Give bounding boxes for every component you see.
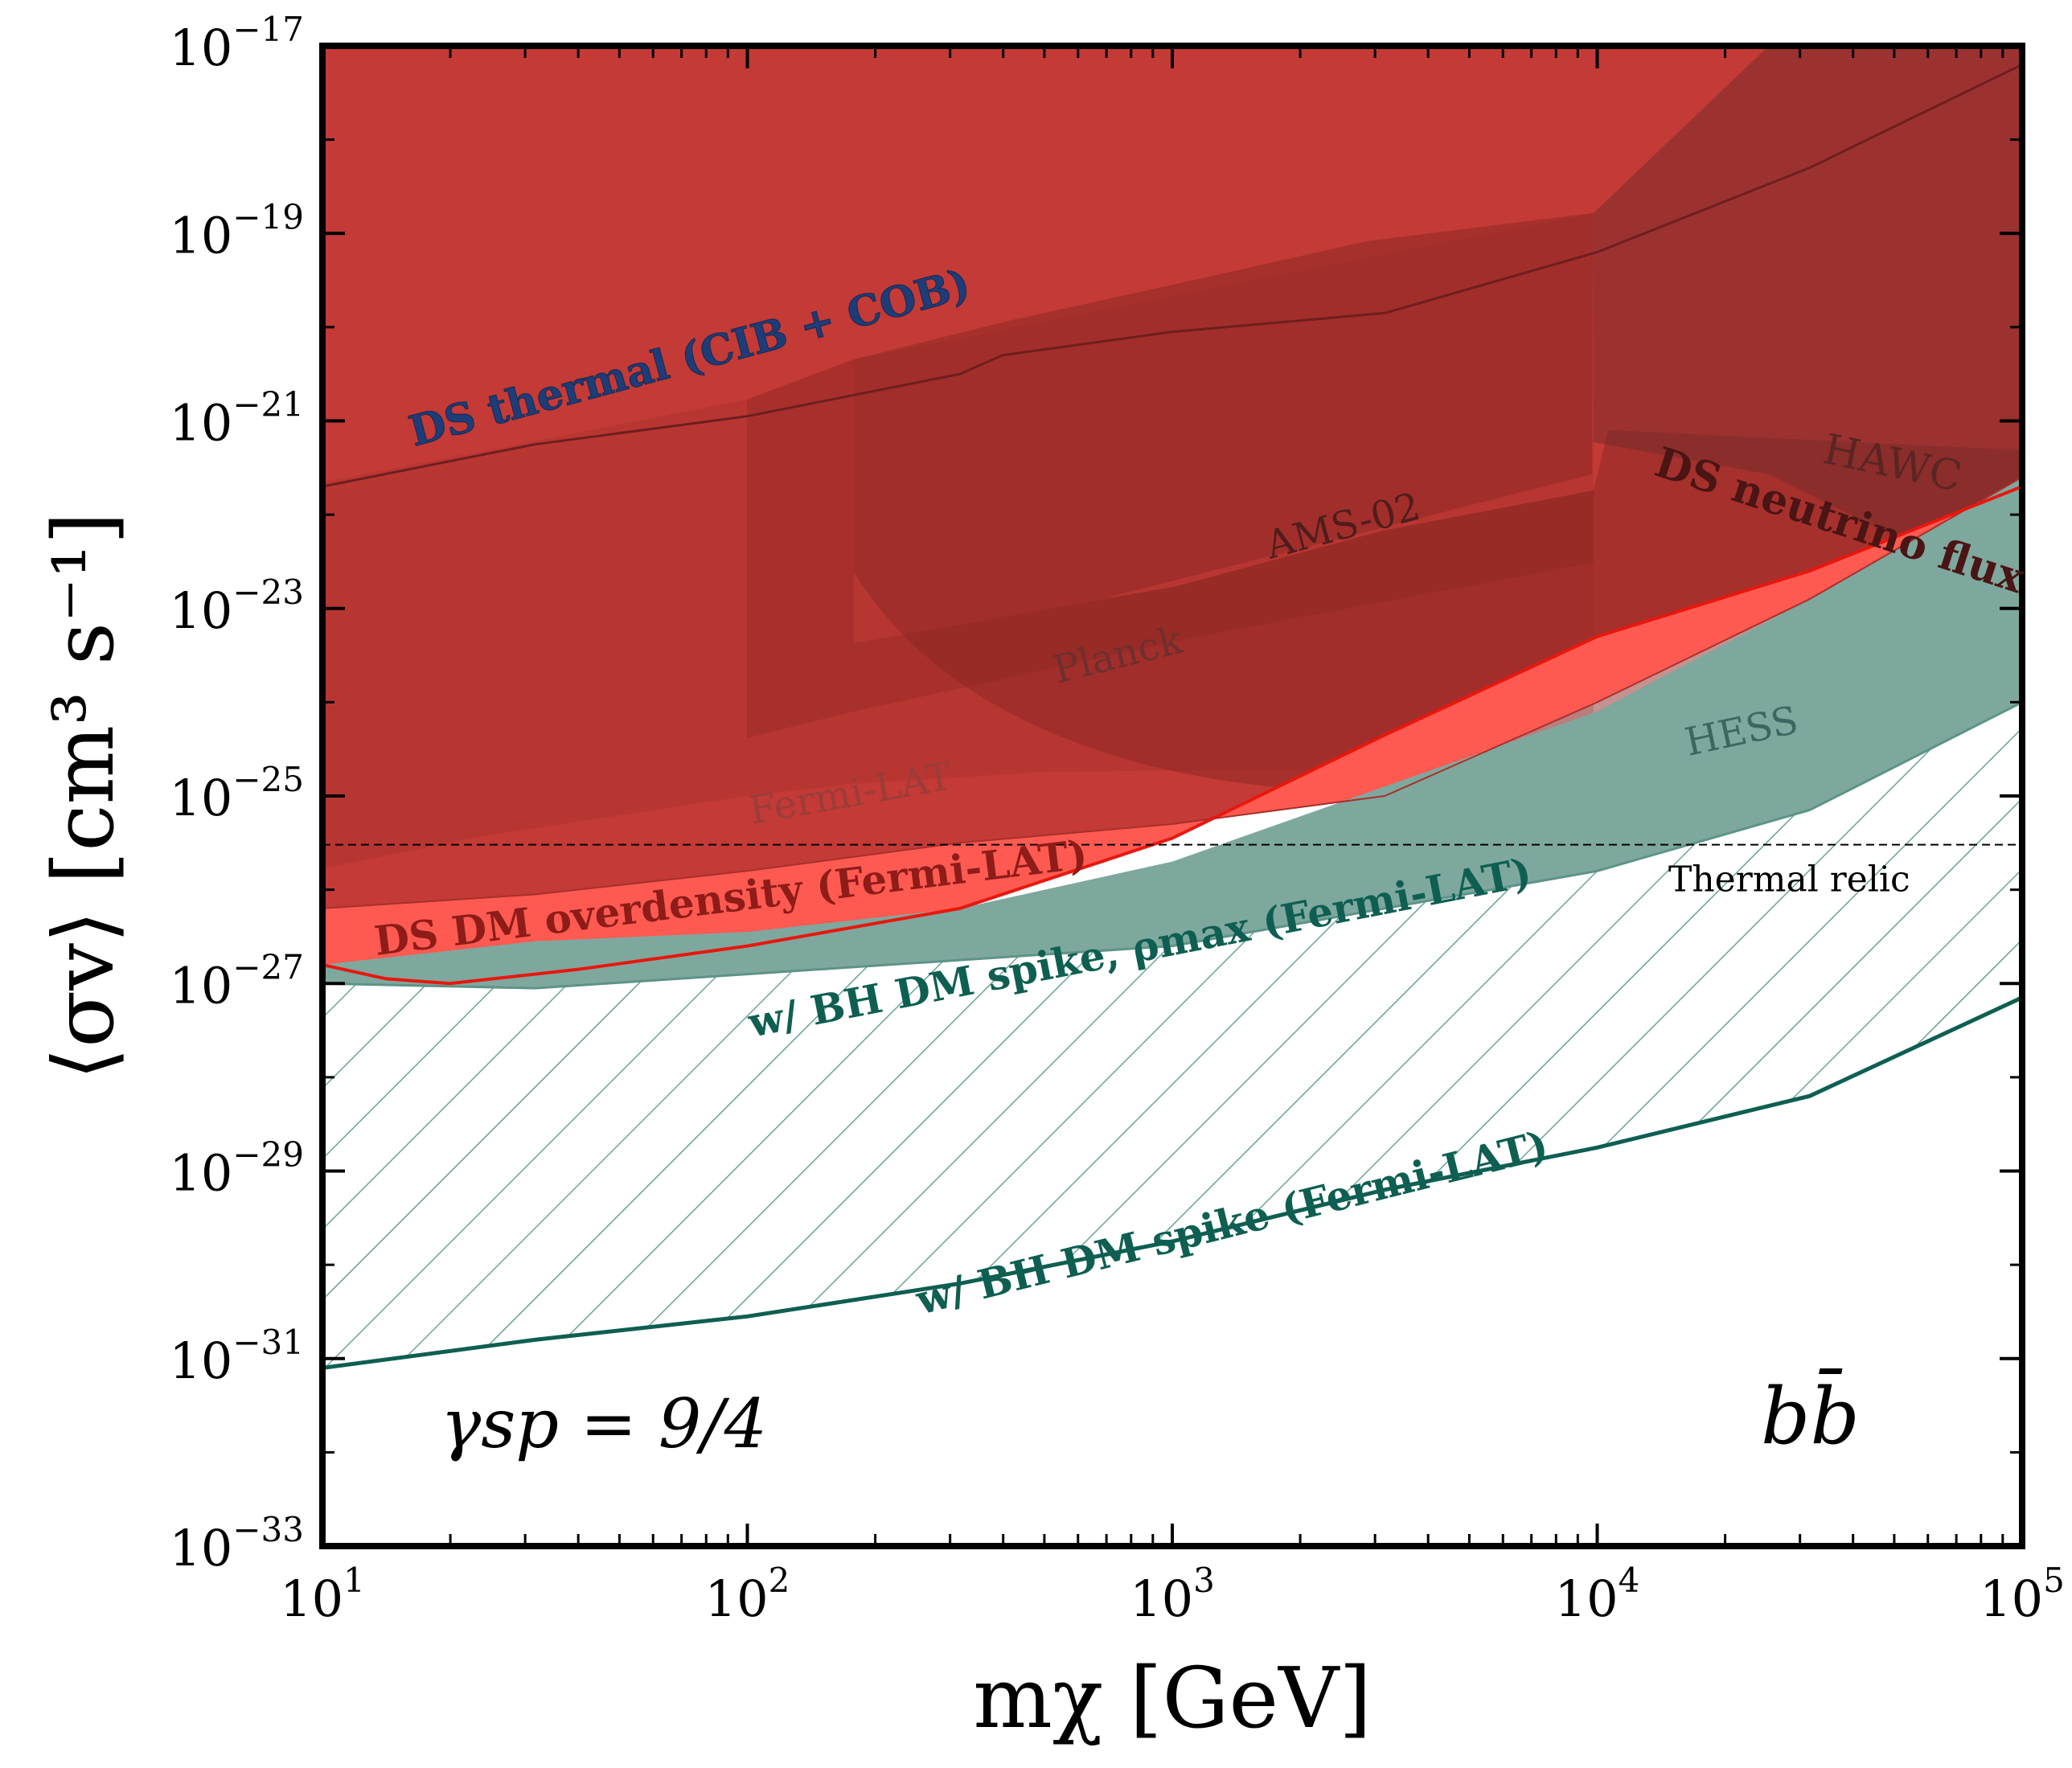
bh-spike-hatched-region	[322, 702, 2022, 1368]
bh-spike-rho-max-lower-boundary	[322, 701, 2022, 990]
x-axis-title: mχ [GeV]	[973, 1649, 1372, 1747]
axis-ticks	[321, 44, 2022, 1548]
x-tick-label: 104	[1555, 1561, 1640, 1628]
bh-spike-line	[322, 995, 2022, 1370]
y-tick-label: 10−23	[169, 572, 304, 640]
y-tick-label: 10−19	[169, 197, 304, 265]
y-tick-label: 10−21	[169, 385, 304, 453]
y-axis-title: ⟨σv⟩ [cm³ s⁻¹]	[35, 512, 133, 1081]
x-tick-label: 102	[705, 1561, 790, 1628]
x-tick-label: 105	[1980, 1561, 2065, 1628]
x-tick-label: 101	[280, 1561, 365, 1628]
bh-spike-rho-max-region	[322, 477, 2022, 989]
tick-labels: 101 102 103 104 105 10−17 10−19 10−21 10−23 10−25…	[169, 10, 2064, 1628]
fermi-lat-limit-region	[322, 213, 1594, 868]
gamma-sp-annotation: γsp = 9/4	[441, 1384, 767, 1463]
hawc-region	[1594, 46, 2022, 599]
planck-region	[747, 359, 1594, 738]
y-tick-label: 10−31	[169, 1323, 304, 1390]
x-tick-label: 103	[1130, 1561, 1215, 1628]
ds-neutrino-boundary	[322, 476, 2022, 909]
ds-dm-overdensity-region	[322, 477, 2022, 984]
channel-label: bb̄	[1761, 1369, 1860, 1462]
ds-dm-overdensity-boundary	[322, 485, 2022, 986]
ds-thermal-boundary	[322, 63, 2022, 488]
y-tick-label: 10−17	[169, 10, 304, 77]
y-tick-label: 10−25	[169, 760, 304, 827]
y-tick-label: 10−33	[169, 1510, 304, 1577]
y-tick-label: 10−29	[169, 1135, 304, 1203]
thermal-relic-label: Thermal relic	[1668, 859, 1910, 900]
y-tick-label: 10−27	[169, 947, 304, 1015]
